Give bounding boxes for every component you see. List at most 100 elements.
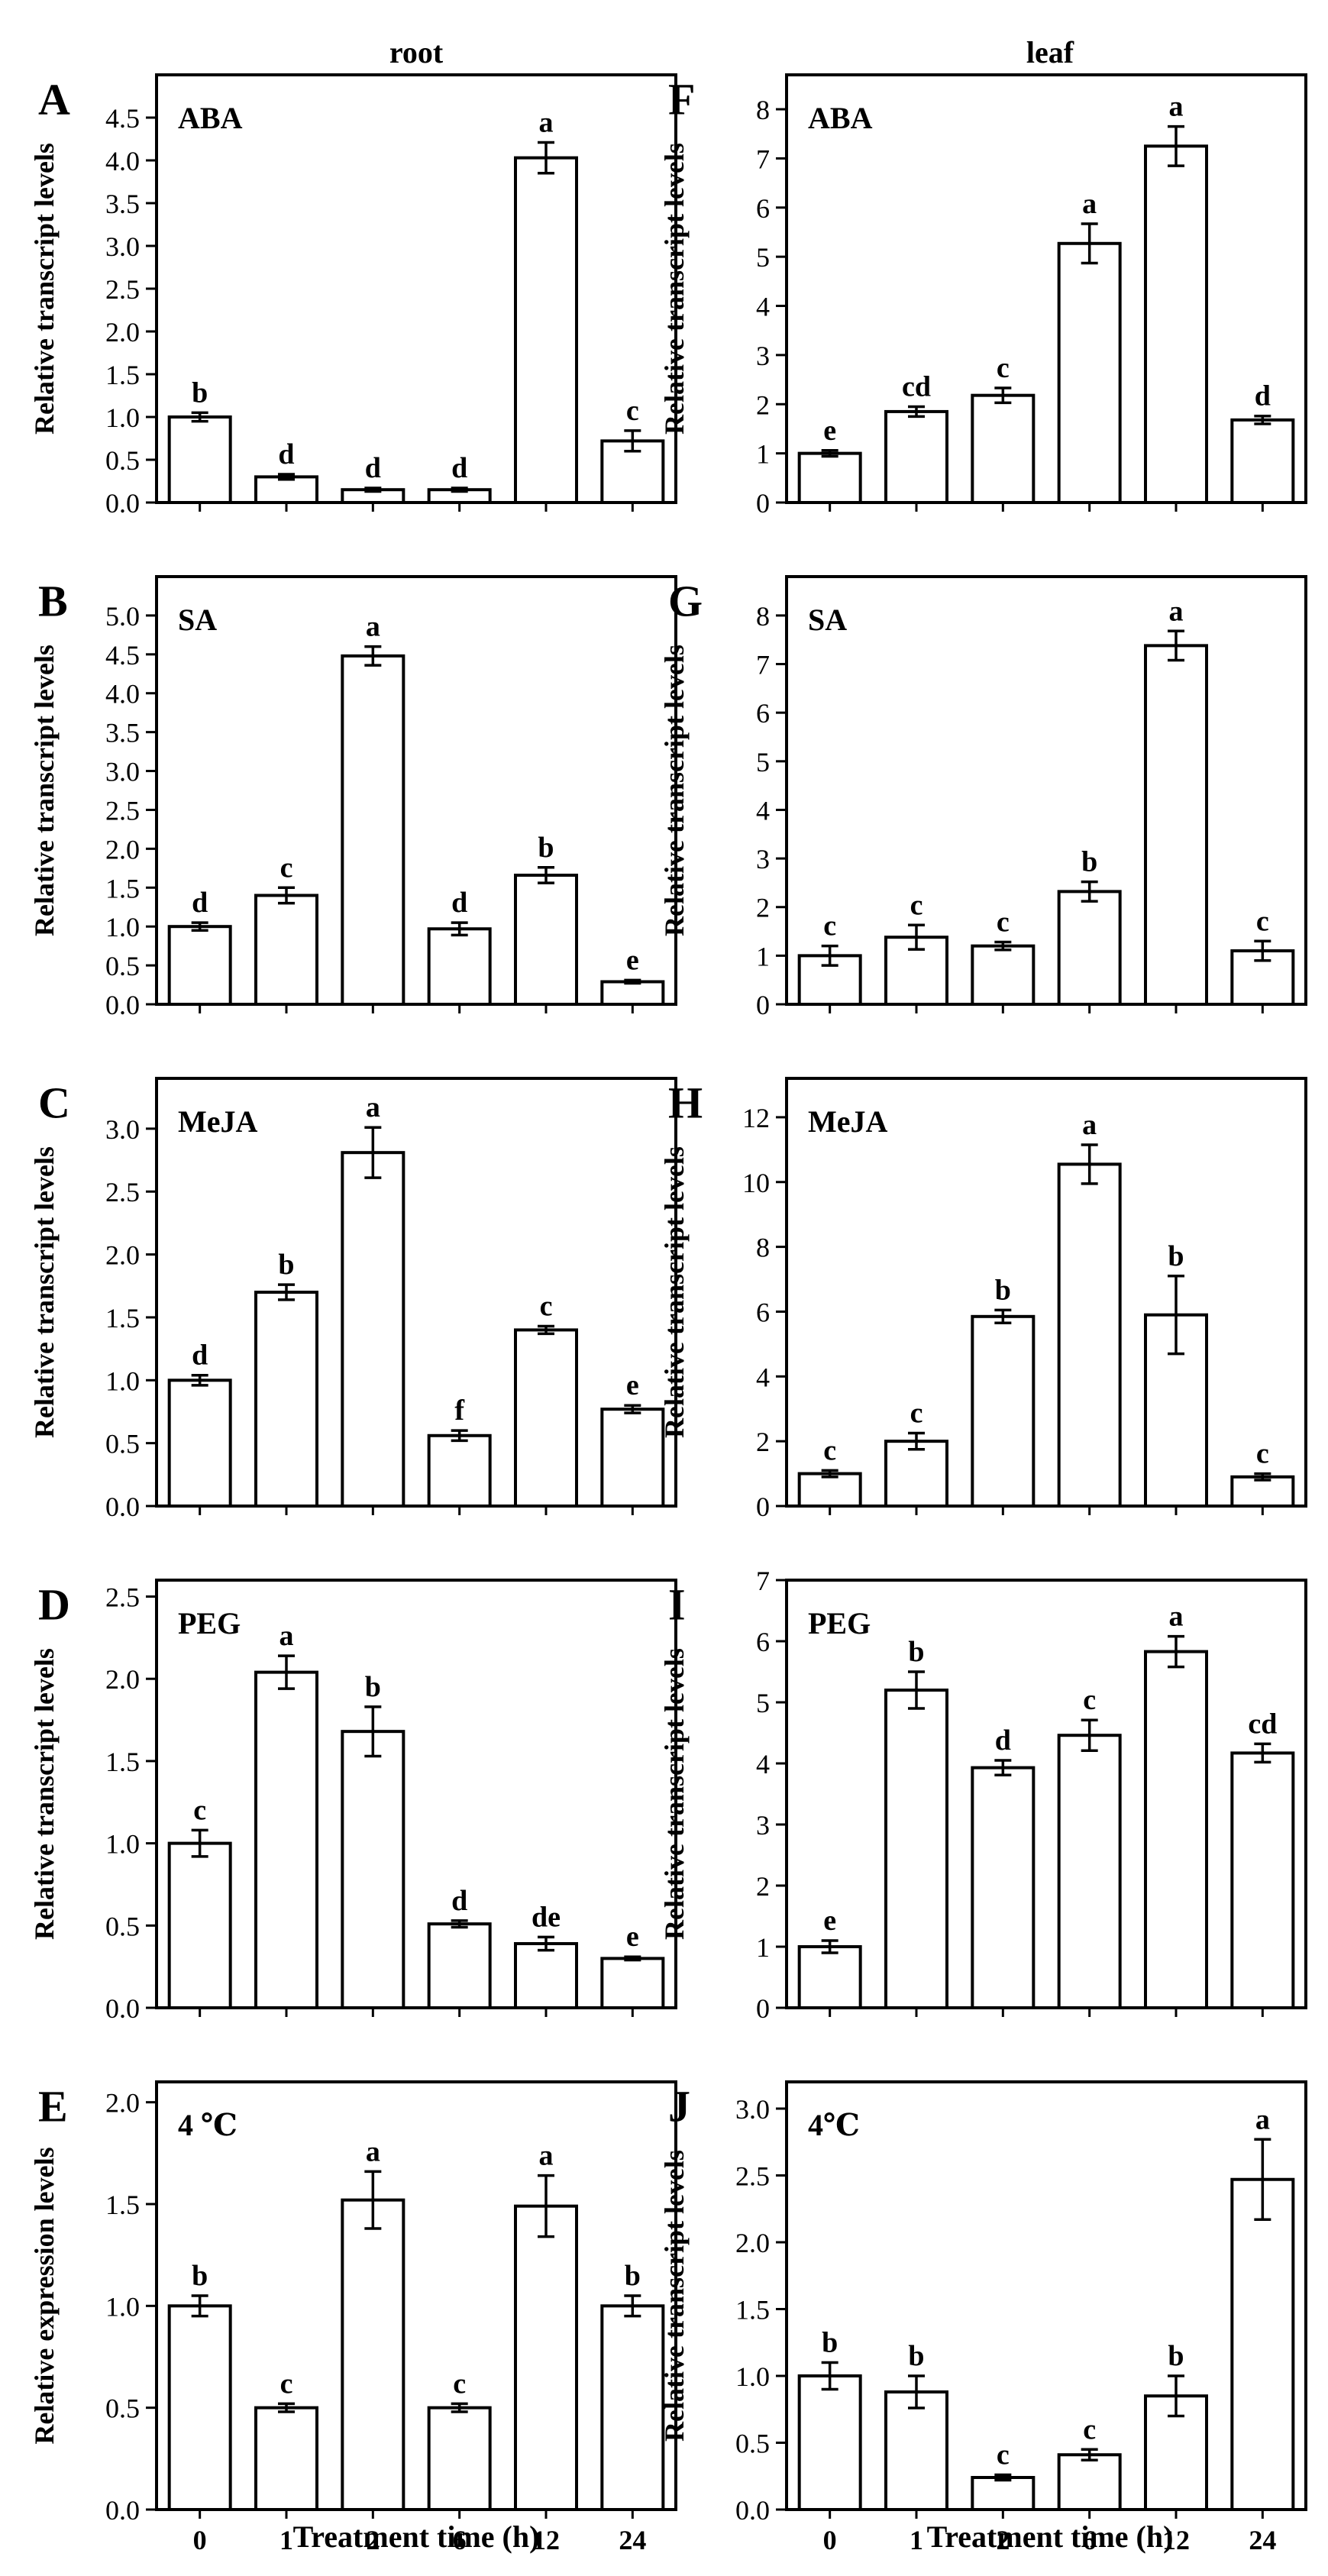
y-tick-label: 6 xyxy=(756,698,770,729)
significance-letter: d xyxy=(365,452,381,484)
panels-group: A ABA 0.0 0.5 1.0 1.5 2.0 2.5 3.0 3.5 4.0 4.5 Relati… xyxy=(29,73,1307,2555)
panel-letter: G xyxy=(668,577,703,626)
x-axis-label-leaf: Treatment time (h) xyxy=(927,2519,1174,2554)
y-tick-label: 4.0 xyxy=(105,679,140,709)
significance-letter: d xyxy=(451,452,467,484)
bar-1h xyxy=(254,894,318,1007)
y-tick-label: 3.0 xyxy=(735,2094,770,2125)
y-tick-label: 3 xyxy=(756,1810,770,1841)
significance-letter: c xyxy=(540,1290,553,1322)
y-tick-label: 2.0 xyxy=(105,1240,140,1271)
bar-2h xyxy=(341,654,406,1006)
y-axis-label: Relative transcript levels xyxy=(29,143,60,435)
y-tick-label: 2.5 xyxy=(105,274,140,305)
y-axis-label: Relative transcript levels xyxy=(659,143,690,435)
bar-24h xyxy=(600,1957,665,2009)
treatment-label: ABA xyxy=(178,101,243,135)
significance-letter: c xyxy=(1083,2413,1096,2445)
plot-frame xyxy=(785,1077,1307,1508)
panel-letter: J xyxy=(668,2082,690,2132)
y-tick-label: 2 xyxy=(756,1871,770,1902)
y-tick-label: 0.5 xyxy=(105,2393,140,2424)
significance-letter: c xyxy=(997,907,1010,939)
bar-0h xyxy=(167,1378,232,1508)
y-tick-label: 1.0 xyxy=(105,402,140,433)
significance-letter: b xyxy=(192,2260,208,2292)
y-tick-label: 0.0 xyxy=(105,1993,140,2024)
y-tick-label: 0 xyxy=(756,1993,770,2024)
bar-24h xyxy=(1230,1751,1295,2009)
y-tick-label: 1.5 xyxy=(735,2295,770,2326)
significance-letter: c xyxy=(997,2439,1010,2471)
treatment-label: ABA xyxy=(808,101,873,135)
y-axis-label: Relative transcript levels xyxy=(659,645,690,936)
significance-letter: d xyxy=(192,1340,208,1372)
bar-0h xyxy=(797,2374,862,2511)
y-tick-label: 12 xyxy=(742,1103,770,1133)
significance-letter: b xyxy=(538,832,554,864)
y-tick-label: 3.5 xyxy=(105,189,140,219)
y-tick-label: 7 xyxy=(756,144,770,174)
y-tick-label: 0.0 xyxy=(735,2495,770,2526)
y-tick-label: 2.0 xyxy=(735,2228,770,2258)
y-tick-label: 1.5 xyxy=(105,873,140,903)
significance-letter: c xyxy=(453,2368,466,2400)
bar-6h xyxy=(427,1922,492,2009)
y-tick-label: 1.0 xyxy=(105,2291,140,2322)
plot-frame xyxy=(155,1077,677,1508)
significance-letter: e xyxy=(823,1905,836,1937)
y-tick-label: 4 xyxy=(756,795,770,826)
significance-letter: d xyxy=(451,1885,467,1917)
significance-letter: cd xyxy=(902,370,931,402)
significance-letter: c xyxy=(823,910,836,942)
significance-letter: c xyxy=(1256,1438,1269,1470)
plot-frame xyxy=(785,73,1307,504)
significance-letter: a xyxy=(1169,595,1184,627)
plot-frame xyxy=(785,1579,1307,2009)
significance-letter: c xyxy=(823,1434,836,1466)
significance-letter: c xyxy=(910,889,923,921)
significance-letter: b xyxy=(1168,1240,1184,1272)
bar-24h xyxy=(600,2304,665,2511)
bar-24h xyxy=(600,1408,665,1508)
significance-letter: c xyxy=(997,352,1010,384)
bar-0h xyxy=(167,1841,232,2010)
x-tick-label: 12 xyxy=(532,2525,560,2555)
x-tick-label: 0 xyxy=(823,2525,837,2555)
plot-frame xyxy=(155,73,677,504)
y-axis-label: Relative transcript levels xyxy=(29,1146,60,1438)
significance-letter: d xyxy=(192,887,208,919)
y-tick-label: 0.5 xyxy=(105,1429,140,1459)
bar-0h xyxy=(797,1945,862,2009)
significance-letter: c xyxy=(1256,905,1269,937)
treatment-label: MeJA xyxy=(178,1104,258,1139)
y-tick-label: 4 xyxy=(756,1749,770,1779)
significance-letter: e xyxy=(626,1369,639,1401)
bar-0h xyxy=(797,1472,862,1508)
bar-2h xyxy=(971,1766,1036,2010)
significance-letter: cd xyxy=(1248,1708,1277,1740)
significance-letter: e xyxy=(626,1921,639,1953)
bar-12h xyxy=(1144,644,1208,1006)
bar-2h xyxy=(971,1314,1036,1508)
column-title-leaf: leaf xyxy=(1026,35,1074,69)
bar-12h xyxy=(514,873,578,1006)
y-tick-label: 3 xyxy=(756,341,770,371)
y-axis-label: Relative transcript levels xyxy=(29,645,60,936)
bar-12h xyxy=(514,1328,578,1508)
bar-12h xyxy=(514,156,578,504)
y-tick-label: 0.0 xyxy=(105,488,140,519)
panel-letter: E xyxy=(38,2082,68,2132)
bar-1h xyxy=(884,409,948,505)
y-tick-label: 2.0 xyxy=(105,2088,140,2119)
significance-letter: e xyxy=(626,944,639,976)
treatment-label: PEG xyxy=(178,1606,241,1640)
x-tick-label: 6 xyxy=(453,2525,467,2555)
y-tick-label: 1.0 xyxy=(105,1829,140,1860)
y-tick-label: 0.0 xyxy=(105,2495,140,2526)
bar-2h xyxy=(341,1151,406,1508)
significance-letter: a xyxy=(1082,188,1097,220)
y-tick-label: 1.0 xyxy=(105,1366,140,1396)
y-axis-label: Relative transcript levels xyxy=(659,2150,690,2442)
